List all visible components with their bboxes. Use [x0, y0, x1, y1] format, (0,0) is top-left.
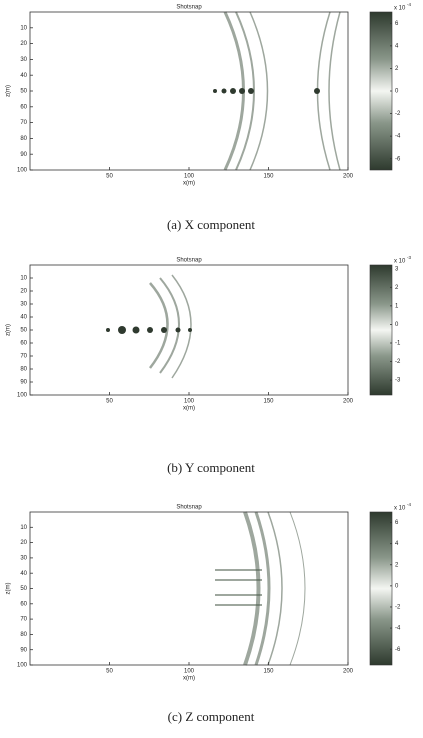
colorbar-scale: x 10	[394, 6, 406, 12]
colorbar-tick-label: -2	[395, 111, 401, 117]
y-tick-label: 10	[20, 276, 27, 282]
y-tick-label: 30	[20, 302, 27, 308]
caption: (b) Y component	[167, 460, 255, 475]
y-tick-label: 100	[17, 393, 28, 399]
colorbar-tick-label: -4	[395, 626, 401, 632]
colorbar-exponent: -4	[407, 502, 411, 507]
colorbar-tick-label: 6	[395, 21, 399, 27]
y-tick-label: 30	[20, 57, 27, 63]
colorbar-tick-label: -1	[395, 341, 401, 347]
y-tick-label: 70	[20, 354, 27, 360]
x-tick-label: 150	[263, 669, 274, 675]
colorbar-tick-label: -4	[395, 134, 401, 140]
y-tick-label: 20	[20, 540, 27, 546]
colorbar-scale: x 10	[394, 259, 406, 265]
plot-frame	[29, 11, 349, 171]
y-axis-label: z(m)	[6, 324, 12, 336]
y-tick-label: 90	[20, 152, 27, 158]
y-tick-label: 20	[20, 289, 27, 295]
y-tick-label: 80	[20, 632, 27, 638]
y-tick-label: 90	[20, 647, 27, 653]
y-tick-label: 40	[20, 315, 27, 321]
y-tick-label: 70	[20, 617, 27, 623]
colorbar-tick-label: -2	[395, 605, 401, 611]
colorbar-tick-label: -2	[395, 359, 401, 365]
x-tick-label: 150	[263, 174, 274, 180]
y-tick-label: 30	[20, 555, 27, 561]
plot-frame	[29, 511, 349, 666]
y-tick-label: 10	[20, 25, 27, 31]
colorbar-tick-label: 0	[395, 583, 399, 589]
colorbar-tick-label: 0	[395, 89, 399, 95]
y-tick-label: 40	[20, 571, 27, 577]
y-tick-label: 60	[20, 104, 27, 110]
wavefield	[106, 274, 192, 379]
y-tick-label: 40	[20, 73, 27, 79]
y-tick-label: 50	[20, 586, 27, 592]
x-axis-label: x(m)	[183, 181, 195, 187]
x-tick-label: 200	[343, 174, 354, 180]
x-tick-label: 200	[343, 399, 354, 405]
caption: (a) X component	[167, 217, 255, 232]
y-tick-label: 80	[20, 136, 27, 142]
x-tick-label: 100	[184, 399, 195, 405]
colorbar-tick-label: 6	[395, 520, 399, 526]
x-tick-label: 100	[184, 174, 195, 180]
colorbar	[369, 11, 393, 171]
x-tick-label: 200	[343, 669, 354, 675]
y-tick-label: 60	[20, 601, 27, 607]
y-tick-label: 50	[20, 89, 27, 95]
plot-title: Shotsnap	[176, 505, 202, 511]
colorbar-exponent: -3	[407, 255, 411, 260]
colorbar-tick-label: 0	[395, 322, 399, 328]
y-tick-label: 100	[17, 168, 28, 174]
x-tick-label: 50	[106, 669, 113, 675]
plot-title: Shotsnap	[176, 258, 202, 264]
x-axis-label: x(m)	[183, 406, 195, 412]
y-axis-label: z(m)	[6, 85, 12, 97]
colorbar	[369, 511, 393, 666]
colorbar-tick-label: -3	[395, 378, 401, 384]
y-tick-label: 80	[20, 367, 27, 373]
y-tick-label: 90	[20, 380, 27, 386]
x-tick-label: 50	[106, 174, 113, 180]
x-axis-label: x(m)	[183, 676, 195, 682]
wavefield	[213, 11, 341, 171]
y-tick-label: 20	[20, 41, 27, 47]
y-tick-label: 60	[20, 341, 27, 347]
colorbar-tick-label: 2	[395, 562, 399, 568]
plot-title: Shotsnap	[176, 5, 202, 11]
x-tick-label: 50	[106, 399, 113, 405]
y-tick-label: 70	[20, 120, 27, 126]
colorbar-exponent: -4	[407, 2, 411, 7]
colorbar-tick-label: 4	[395, 541, 399, 547]
wavefield	[215, 511, 306, 666]
colorbar-tick-label: 4	[395, 43, 399, 49]
caption: (c) Z component	[168, 709, 255, 724]
colorbar-scale: x 10	[394, 506, 406, 512]
colorbar-tick-label: 2	[395, 66, 399, 72]
x-tick-label: 100	[184, 669, 195, 675]
colorbar-tick-label: -6	[395, 647, 401, 653]
y-tick-label: 100	[17, 663, 28, 669]
y-axis-label: z(m)	[6, 583, 12, 595]
colorbar-tick-label: 1	[395, 303, 399, 309]
colorbar	[369, 264, 393, 396]
y-tick-label: 50	[20, 328, 27, 334]
colorbar-tick-label: -6	[395, 156, 401, 162]
colorbar-tick-label: 2	[395, 285, 399, 291]
y-tick-label: 10	[20, 525, 27, 531]
x-tick-label: 150	[263, 399, 274, 405]
colorbar-tick-label: 3	[395, 266, 399, 272]
